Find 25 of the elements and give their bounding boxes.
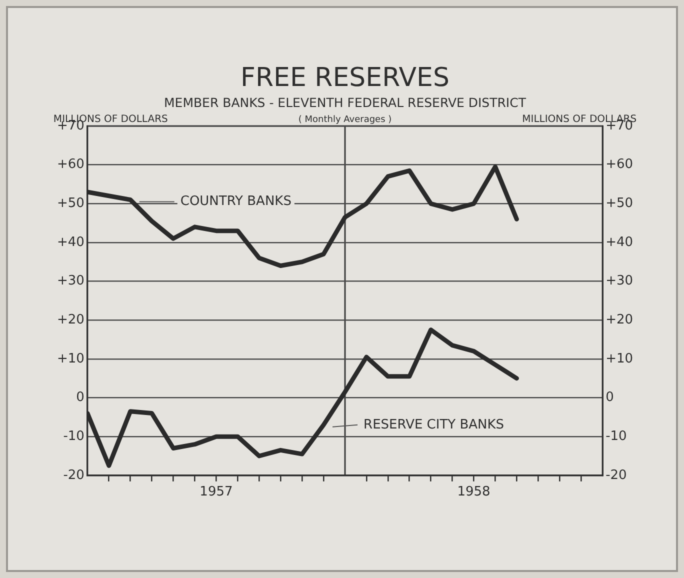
x-tick-label: 1957 xyxy=(200,484,233,500)
y-tick-label: +30 xyxy=(56,274,84,289)
y2-tick-label: 0 xyxy=(606,390,614,406)
y2-tick-label: +40 xyxy=(606,234,634,250)
text: ( Monthly Averages ) xyxy=(298,115,392,125)
chart-title: FREE RESERVES xyxy=(240,63,450,93)
x-tick-label: 1958 xyxy=(457,484,490,500)
y2-tick-label: -20 xyxy=(606,468,627,483)
y-tick-label: +20 xyxy=(56,312,84,328)
y-tick-label: -10 xyxy=(63,428,84,444)
y2-tick-label: +20 xyxy=(606,312,634,328)
y-tick-label: +60 xyxy=(56,157,84,172)
text: RESERVE CITY BANKS xyxy=(364,417,504,432)
y2-tick-label: +30 xyxy=(606,274,634,289)
chart-subtitle: MEMBER BANKS - ELEVENTH FEDERAL RESERVE DISTRICT xyxy=(164,95,526,110)
y-tick-label: +40 xyxy=(56,234,84,250)
series-label: COUNTRY BANKS xyxy=(180,194,292,210)
y2-tick-label: +50 xyxy=(606,196,634,212)
y-tick-label: -20 xyxy=(63,468,84,483)
y-tick-label: 0 xyxy=(76,390,84,406)
y-tick-label: +50 xyxy=(56,196,84,212)
y-tick-label: +10 xyxy=(56,351,84,366)
y2-tick-label: +10 xyxy=(606,351,634,366)
y2-tick-label: -10 xyxy=(606,428,627,444)
y2-tick-label: +60 xyxy=(606,157,634,172)
